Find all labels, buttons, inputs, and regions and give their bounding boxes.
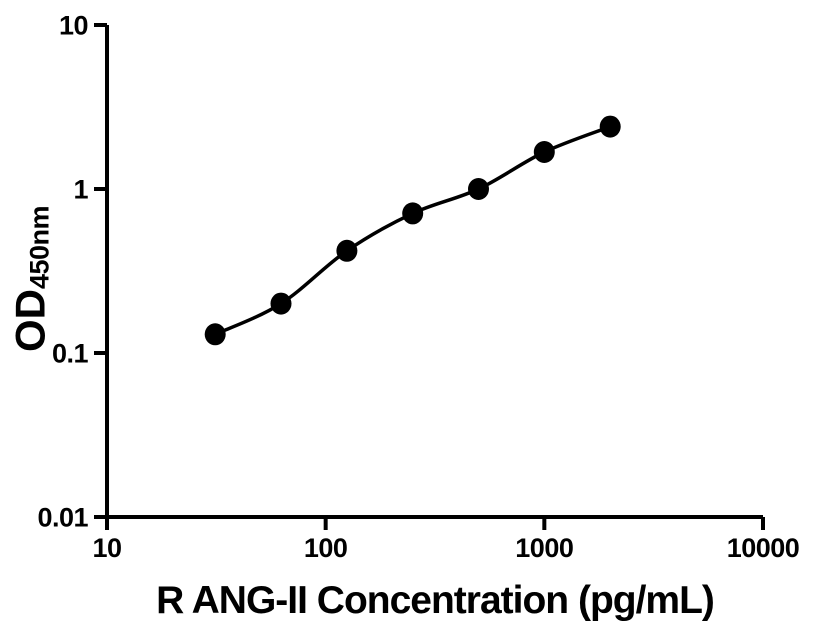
y-tick-label: 0.1 — [52, 339, 89, 369]
y-tick-label: 1 — [73, 175, 88, 205]
x-tick-label: 10000 — [727, 533, 800, 563]
y-axis-title-subscript: 450nm — [24, 205, 55, 290]
y-tick-label: 0.01 — [37, 503, 88, 533]
y-axis-ticks: 0.01 0.1 1 10 — [37, 11, 107, 533]
data-point-marker — [599, 115, 621, 138]
x-tick-label: 10 — [92, 533, 121, 563]
x-axis-ticks: 10 100 1000 10000 — [92, 517, 800, 563]
y-axis-title: OD450nm — [7, 206, 56, 352]
x-tick-label: 1000 — [515, 533, 573, 563]
axis-frame — [105, 25, 763, 519]
y-axis-title-main: OD — [6, 289, 54, 353]
x-axis-title: R ANG-II Concentration (pg/mL) — [156, 579, 715, 622]
data-point-marker — [468, 178, 489, 200]
x-tick-label: 100 — [304, 533, 348, 563]
data-point-marker — [204, 323, 226, 346]
data-point-marker — [270, 292, 292, 315]
data-point-marker — [336, 239, 358, 262]
data-point-marker — [533, 141, 555, 163]
y-tick-label: 10 — [59, 11, 88, 41]
data-point-marker — [402, 202, 424, 225]
data-points — [204, 115, 621, 346]
